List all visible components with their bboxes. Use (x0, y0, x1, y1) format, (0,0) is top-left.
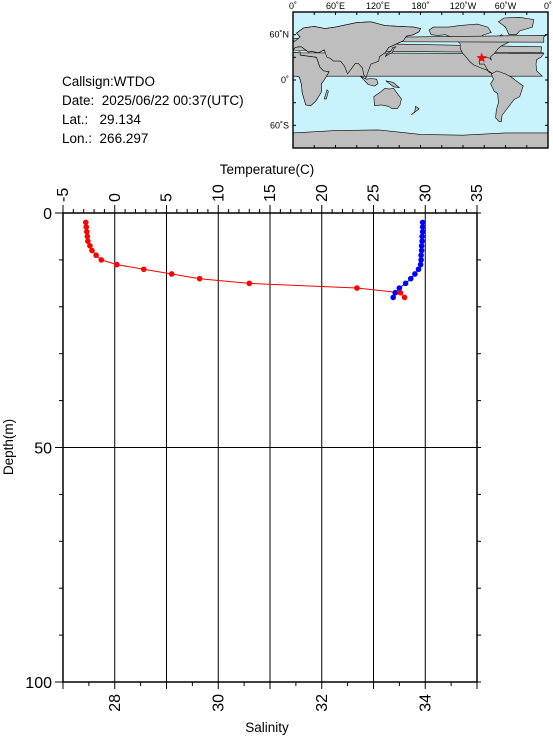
salinity-point (419, 233, 425, 240)
latitude-row: Lat.: 29.134 (62, 110, 244, 129)
temperature-point (168, 271, 175, 277)
salinity-point (417, 261, 424, 268)
temperature-tick-label: 35 (469, 184, 486, 202)
depth-tick-label: 50 (34, 441, 52, 458)
temperature-tick-label: 25 (366, 184, 383, 202)
depth-tick-label: 0 (43, 206, 52, 223)
temperature-point (401, 294, 408, 301)
greenland-land (497, 16, 535, 36)
temperature-point (85, 238, 91, 244)
depth-axis-label: Depth(m) (1, 419, 16, 475)
temperature-point (84, 233, 91, 240)
date-row: Date: 2025/06/22 00:37(UTC) (62, 91, 244, 110)
salinity-point (418, 243, 425, 249)
temperature-point (84, 228, 90, 235)
salinity-point (390, 294, 396, 301)
star-icon (476, 52, 487, 63)
temperature-point (246, 280, 253, 287)
map-lat-label: 0˚ (281, 75, 289, 85)
south-america-land (490, 70, 524, 122)
temperature-tick-label: 30 (417, 184, 434, 202)
map-lon-label: 0˚ (544, 1, 552, 11)
temperature-point (354, 285, 360, 291)
salinity-point (418, 247, 425, 254)
temperature-series (82, 219, 408, 301)
map-lon-label: 60˚W (495, 1, 517, 11)
salinity-point (419, 219, 426, 226)
salinity-point (392, 289, 399, 296)
map-lon-label: 120˚W (450, 1, 477, 11)
indonesia-land (360, 75, 379, 87)
temperature-point (83, 224, 90, 230)
temperature-tick-label: 10 (210, 184, 227, 202)
depth-tick-label: 100 (25, 675, 52, 692)
longitude-row: Lon.: 266.297 (62, 129, 244, 148)
map-lon-label: 0˚ (289, 1, 297, 11)
eurasia-land-west (292, 21, 421, 79)
salinity-tick-label: 30 (210, 694, 227, 712)
salinity-axis-label: Salinity (245, 720, 289, 735)
salinity-tick-label: 34 (417, 694, 434, 712)
temperature-tick-label: 20 (314, 184, 331, 202)
salinity-point (412, 271, 418, 277)
lon-label: Lon.: (62, 131, 93, 146)
salinity-point (407, 275, 414, 282)
temperature-tick-label: 15 (262, 184, 279, 202)
salinity-point (396, 285, 403, 291)
land-masses (291, 16, 549, 149)
japan-land (384, 46, 397, 57)
lat-label: Lat.: (62, 112, 89, 127)
salinity-point (415, 266, 422, 273)
temperature-tick-label: 5 (159, 193, 176, 202)
map-lon-label: 120˚E (366, 1, 390, 11)
australia-land (373, 87, 402, 109)
temperature-point (397, 289, 404, 296)
world-map: 0˚ 60˚E 120˚E 180˚ 120˚W 60˚W 0˚ 60˚N 0˚ 60˚S (269, 1, 552, 149)
lat-value: 29.134 (99, 112, 141, 127)
salinity-tick-label: 32 (314, 694, 331, 712)
temperature-point (87, 243, 93, 249)
map-lat-label: 60˚N (269, 30, 289, 40)
salinity-point (419, 224, 426, 230)
temperature-tick-label: -5 (55, 188, 72, 202)
new-zealand-land (411, 105, 420, 116)
salinity-tick-label: 28 (107, 694, 124, 712)
temperature-axis-label: Temperature(C) (220, 162, 315, 177)
new-guinea-land (385, 80, 401, 89)
temperature-point (140, 266, 147, 273)
temperature-point (98, 257, 105, 263)
temperature-point (82, 219, 89, 226)
madagascar-land (323, 89, 329, 100)
salinity-point (418, 252, 424, 259)
chart-grid (63, 213, 477, 682)
temperature-point (89, 247, 95, 254)
temperature-point (93, 252, 99, 259)
map-lat-label: 60˚S (270, 120, 289, 130)
temperature-point (114, 261, 120, 268)
map-lon-label: 60˚E (326, 1, 345, 11)
salinity-point (402, 280, 409, 287)
salinity-series (390, 219, 426, 301)
station-info: Callsign:WTDO Date: 2025/06/22 00:37(UTC… (62, 72, 244, 148)
salinity-point (418, 257, 424, 263)
salinity-point (419, 238, 425, 244)
lon-value: 266.297 (99, 131, 149, 146)
temperature-point (196, 275, 203, 282)
date-value: 2025/06/22 00:37(UTC) (101, 93, 244, 108)
temperature-tick-label: 0 (107, 193, 124, 202)
map-lon-label: 180˚ (411, 1, 429, 11)
salinity-point (419, 228, 426, 235)
date-label: Date: (62, 93, 95, 108)
callsign-text: Callsign:WTDO (62, 74, 156, 89)
